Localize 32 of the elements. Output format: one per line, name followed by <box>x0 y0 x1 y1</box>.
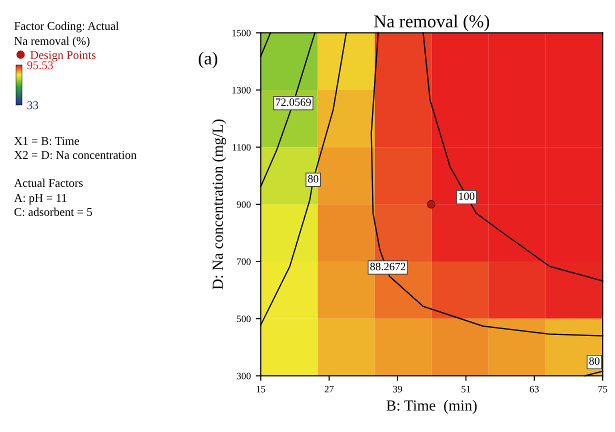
y-axis-title: D: Na concentration (mg/L) <box>212 120 226 290</box>
y-tick-label: 500 <box>237 316 251 322</box>
annotation: 100 <box>459 192 474 200</box>
annotation: 88.2672 <box>370 262 406 270</box>
color-bar-label: 33 <box>27 101 38 110</box>
text: (a) <box>198 52 218 68</box>
x-tick-label: 63 <box>530 386 539 392</box>
annotation: 72.0569 <box>276 98 311 106</box>
text: X1 = B: Time <box>14 137 79 146</box>
y-tick-label: 1300 <box>232 86 251 94</box>
y-tick-label: 700 <box>237 258 251 265</box>
x-tick-label: 39 <box>393 386 402 392</box>
text: Actual Factors <box>14 178 83 187</box>
y-tick-label: 1500 <box>232 30 251 36</box>
x-tick-label: 15 <box>256 386 266 392</box>
x-tick-label: 27 <box>324 386 334 392</box>
y-tick-label: 300 <box>236 372 251 380</box>
x-axis-title: B: Time (min) <box>386 400 477 414</box>
color-bar-title: Na removal (%) <box>14 36 90 48</box>
annotation: 80 <box>589 357 600 365</box>
text: Factor Coding: Actual <box>14 22 119 32</box>
x-tick-label: 75 <box>598 386 608 392</box>
text: A: pH = 11 <box>14 194 66 204</box>
annotation: 80 <box>308 175 318 183</box>
legend-label: Design Points <box>30 51 96 62</box>
y-tick-label: 1100 <box>232 144 251 151</box>
chart-title: Na removal (%) <box>374 14 490 32</box>
text: C: adsorbent = 5 <box>14 208 92 216</box>
text: X2 = D: Na concentration <box>14 151 137 160</box>
color-bar-label: 95.53 <box>27 61 53 70</box>
x-tick-label: 51 <box>462 386 470 392</box>
y-tick-label: 900 <box>236 201 251 208</box>
